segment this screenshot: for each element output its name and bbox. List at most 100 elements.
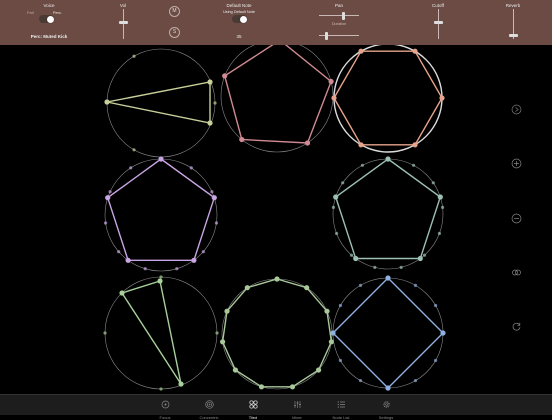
beat-dot[interactable] — [159, 387, 163, 391]
beat-dot[interactable] — [358, 283, 363, 287]
node-circle-2[interactable] — [220, 45, 334, 153]
node-circle-4[interactable] — [104, 156, 218, 272]
beat-dot[interactable] — [422, 253, 427, 257]
tab-settings[interactable]: Settings — [366, 396, 406, 420]
polygon-vertex[interactable] — [224, 308, 230, 314]
polygon-vertex[interactable] — [157, 278, 163, 284]
beat-dot[interactable] — [159, 275, 163, 279]
polygon-vertex[interactable] — [207, 79, 213, 85]
beat-dot[interactable] — [413, 283, 418, 287]
node-circle-6[interactable] — [103, 275, 219, 391]
minus-icon[interactable] — [511, 213, 522, 224]
beat-dot[interactable] — [434, 303, 438, 308]
polygon-vertex[interactable] — [258, 384, 265, 390]
polygon-vertex[interactable] — [316, 367, 322, 373]
polygon-vertex[interactable] — [125, 257, 131, 263]
node-circle-7[interactable] — [220, 276, 334, 390]
polygon-vertex[interactable] — [232, 367, 238, 373]
tab-focus[interactable]: Focus — [145, 396, 185, 420]
vol-slider[interactable] — [119, 9, 128, 39]
beat-dot[interactable] — [189, 166, 193, 170]
duration-slider[interactable] — [319, 31, 359, 40]
beat-dot[interactable] — [412, 163, 416, 167]
link-icon[interactable] — [511, 267, 522, 278]
beat-dot[interactable] — [214, 221, 218, 225]
beat-dot[interactable] — [117, 250, 121, 254]
beat-dot[interactable] — [434, 358, 438, 363]
polygon-vertex[interactable] — [358, 48, 364, 54]
polygon-vertex[interactable] — [178, 381, 184, 387]
polygon-vertex[interactable] — [211, 195, 217, 201]
play-icon[interactable] — [511, 104, 522, 115]
polygon-vertex[interactable] — [385, 385, 391, 391]
polygon-vertex[interactable] — [158, 156, 164, 162]
beat-dot[interactable] — [215, 331, 219, 335]
node-circle-1[interactable] — [104, 48, 217, 158]
polygon-vertex[interactable] — [331, 95, 337, 101]
voice-selected[interactable]: Perc: Muted Kick — [30, 34, 68, 39]
default-note-toggle[interactable] — [232, 15, 247, 23]
polygon-vertex[interactable] — [104, 99, 110, 105]
polygon-vertex[interactable] — [105, 195, 111, 201]
beat-dot[interactable] — [104, 221, 108, 225]
mute-button[interactable]: M — [169, 6, 180, 17]
polygon-vertex[interactable] — [330, 330, 336, 336]
pan-slider-thumb[interactable] — [342, 11, 345, 20]
polygon-vertex[interactable] — [417, 255, 423, 262]
polygon-vertex[interactable] — [304, 285, 310, 291]
default-note-value[interactable]: 35 — [236, 34, 242, 39]
beat-dot[interactable] — [399, 265, 403, 269]
plus-icon[interactable] — [511, 158, 522, 169]
beat-dot[interactable] — [441, 205, 445, 209]
beat-dot[interactable] — [413, 379, 418, 383]
beat-dot[interactable] — [373, 265, 377, 269]
tab-concentric[interactable]: Concentric — [189, 396, 229, 420]
voice-toggle[interactable] — [39, 15, 54, 23]
polygon-vertex[interactable] — [220, 339, 226, 345]
beat-dot[interactable] — [132, 54, 136, 58]
vol-slider-thumb[interactable] — [119, 21, 128, 24]
beat-dot[interactable] — [213, 101, 217, 105]
reverb-slider-thumb[interactable] — [509, 34, 518, 37]
polygon-vertex[interactable] — [324, 308, 330, 314]
polygon-vertex[interactable] — [207, 120, 213, 126]
beat-dot[interactable] — [132, 148, 136, 152]
node-circle-5[interactable] — [331, 156, 445, 270]
cutoff-slider-thumb[interactable] — [434, 21, 443, 24]
beat-dot[interactable] — [331, 205, 335, 209]
polygon-vertex[interactable] — [328, 78, 334, 85]
polygon-vertex[interactable] — [289, 384, 296, 390]
node-circle-3[interactable] — [331, 45, 445, 153]
beat-dot[interactable] — [338, 303, 342, 308]
polygon-vertex[interactable] — [353, 255, 359, 262]
polygon-vertex[interactable] — [304, 140, 311, 146]
beat-dot[interactable] — [349, 253, 354, 257]
cutoff-slider[interactable] — [434, 9, 443, 39]
beat-dot[interactable] — [108, 190, 112, 194]
beat-dot[interactable] — [210, 190, 214, 194]
beat-dot[interactable] — [103, 331, 107, 335]
tab-tiled[interactable]: Tiled — [233, 396, 273, 420]
polygon-vertex[interactable] — [191, 257, 197, 263]
beat-dot[interactable] — [143, 267, 147, 271]
polygon-vertex[interactable] — [412, 142, 418, 148]
beat-dot[interactable] — [437, 231, 441, 236]
beat-dot[interactable] — [358, 379, 363, 383]
tiled-grid[interactable] — [0, 45, 552, 394]
tab-node-list[interactable]: Node List — [321, 396, 361, 420]
polygon-vertex[interactable] — [239, 136, 245, 143]
beat-dot[interactable] — [431, 181, 435, 185]
polygon-vertex[interactable] — [358, 142, 364, 148]
polygon-vertex[interactable] — [328, 339, 334, 345]
polygon-vertex[interactable] — [439, 95, 445, 101]
polygon-vertex[interactable] — [440, 330, 446, 336]
beat-dot[interactable] — [201, 250, 205, 254]
polygon-vertex[interactable] — [274, 276, 280, 282]
beat-dot[interactable] — [338, 358, 342, 363]
beat-dot[interactable] — [360, 163, 364, 167]
polygon-vertex[interactable] — [385, 156, 391, 162]
pan-slider[interactable] — [319, 11, 359, 20]
polygon-vertex[interactable] — [437, 194, 443, 200]
reverb-slider[interactable] — [509, 9, 518, 39]
tab-mixer[interactable]: Mixer — [277, 396, 317, 420]
